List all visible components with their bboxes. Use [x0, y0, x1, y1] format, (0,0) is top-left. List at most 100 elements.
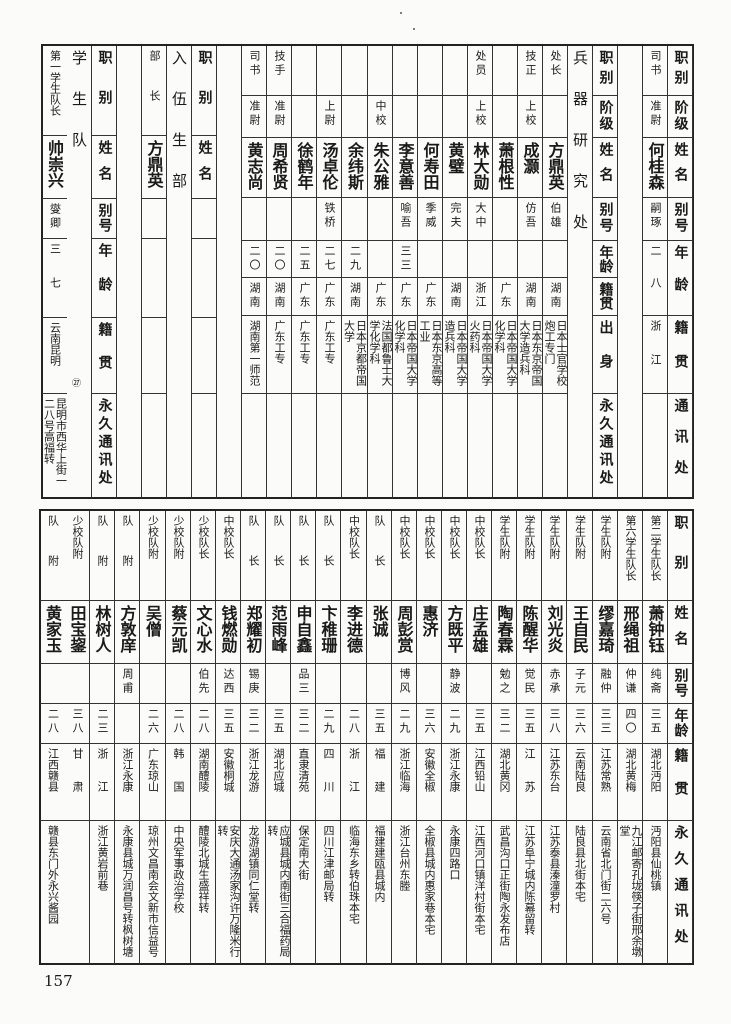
person-record-5: 江西河口镇洋村街本宅 — [473, 825, 486, 935]
person-record-4-cell — [518, 241, 543, 278]
person-record-3: 二九 — [322, 708, 335, 736]
person-record-7-cell — [418, 394, 443, 498]
person-record-0-cell: 学生队附 — [492, 511, 517, 601]
person-record-4-cell: 江西赣县 — [40, 744, 65, 821]
person-record-5-cell: 九江邮寄孔垅筷子街邢余墩堂 — [618, 821, 643, 964]
header-5: 籍贯 — [597, 282, 614, 310]
header-5-cell: 永久通讯处 — [92, 394, 117, 498]
person-record-3: 季威 — [424, 202, 437, 230]
person-record-4-cell — [368, 241, 393, 278]
person-record-column: 中校队长 惠济 三六 安徽全椒 全椒县城内惠家巷本宅 — [417, 511, 442, 964]
blank-spacer-0-cell — [117, 46, 142, 498]
blank-spacer-column — [117, 46, 142, 498]
person-record-0: 学生队附 — [573, 515, 587, 559]
person-record-2-cell: 朱公雅 — [368, 138, 393, 198]
person-record-column: 第一学生队长 帅崇兴 燮卿 三七 云南昆明 昆明市西华上街一二八号高福转 — [42, 46, 67, 498]
person-record-3-cell: 三二 — [492, 704, 517, 744]
header-0-cell: 职别 — [593, 46, 618, 96]
person-record-1-cell: 郑耀初 — [241, 601, 266, 664]
person-record-1: 方敦庠 — [117, 605, 137, 653]
header-1-cell: 阶级 — [593, 96, 618, 138]
person-record-2-cell: 静波 — [442, 664, 467, 704]
person-record-0: 队长 — [272, 515, 285, 595]
person-record-4-cell: 福建 — [367, 744, 392, 821]
person-record-0: 第二学生队长 — [649, 515, 662, 581]
person-record-column: 司书 准尉 何桂森 嗣琢 二八 浙江 — [643, 46, 668, 498]
person-record-5: 湖南 — [273, 282, 286, 310]
person-record-3: 大中 — [474, 202, 487, 230]
person-record-0-cell: 中校队长 — [392, 511, 417, 601]
scan-speck — [413, 28, 415, 30]
person-record-1-cell: 中校 — [368, 96, 393, 138]
person-record-4: 浙江临海 — [398, 748, 411, 792]
person-record-0-cell: 少校队附 — [65, 511, 90, 601]
person-record-3: 三五 — [523, 708, 536, 736]
person-record-0: 少校队附 — [71, 515, 84, 559]
person-record-4-cell: 浙江临海 — [392, 744, 417, 821]
header-0: 职别 — [597, 50, 614, 90]
header-1-cell: 阶级 — [668, 96, 693, 138]
person-record-2: 燮卿 — [48, 203, 62, 231]
person-record-5: 永康四路口 — [448, 825, 461, 880]
person-record-3: 二八 — [197, 708, 210, 736]
person-record-column: 学生队附 陈醒华 觉民 三五 江苏 江苏阜宁城内陈幕留转 — [517, 511, 542, 964]
person-record-5: 广东 — [374, 282, 387, 310]
person-record-1: 上校 — [524, 100, 537, 128]
person-record-7-cell — [443, 394, 468, 498]
person-record-5-cell — [65, 821, 90, 964]
person-record-4-cell — [443, 241, 468, 278]
person-record-0-cell — [393, 46, 418, 96]
person-record-4: 湖北沔阳 — [649, 748, 662, 792]
header-column: 职别 阶级 姓名 别号 年龄 籍贯 通讯处 — [668, 46, 693, 498]
person-record-5: 四川江津邮局转 — [322, 825, 335, 902]
person-record-4: 二〇 — [273, 245, 286, 273]
person-record-5-cell: 浙江黄岩前巷 — [90, 821, 115, 964]
person-record-2: 勉之 — [498, 668, 511, 696]
person-record-1: 中校 — [374, 100, 387, 128]
person-record-5: 湖南 — [348, 282, 362, 310]
person-record-3: 二八 — [46, 708, 60, 736]
person-record-5-cell: 保定南大街 — [291, 821, 316, 964]
person-record-column: 第六学生队长 邢绳祖 仲谦 四〇 湖北黄梅 九江邮寄孔垅筷子街邢余墩堂 — [618, 511, 643, 964]
header-4-cell: 年龄 — [593, 241, 618, 278]
person-record-4-cell: 四川 — [316, 744, 341, 821]
person-record-4: 江苏 — [523, 748, 536, 814]
person-record-4-cell — [142, 318, 167, 394]
person-record-column: 少校队附 吴僧 二六 广东琼山 琼州文昌南会文新市信益号 — [140, 511, 166, 964]
blank-spacer-column — [217, 46, 242, 498]
person-record-column: 队长 卞稚珊 二九 四川 四川江津邮局转 — [316, 511, 341, 964]
person-record-5: 应城县城内南街三合福药局转 — [266, 825, 291, 957]
person-record-2: 黄璧 — [445, 142, 465, 174]
person-record-2: 何桂森 — [645, 142, 665, 190]
person-record-2-cell: 成灏 — [518, 138, 543, 198]
person-record-5: 永康县城万润昌号转枫树塘 — [121, 825, 134, 957]
person-record-5-cell: 湖南 — [242, 278, 267, 316]
person-record-column: 少校队长 文心水 伯先 二八 湖南醴陵 醴陵北城生盛祥转 — [191, 511, 216, 964]
person-record-4-cell: 安徽全椒 — [417, 744, 442, 821]
person-record-4-cell: 二八 — [643, 241, 668, 316]
person-record-1-cell: 周彭赏 — [392, 601, 417, 664]
person-record-3-cell: 三八 — [65, 704, 90, 744]
person-record-6: 日本士官学校炮工专门 — [543, 320, 568, 386]
person-record-2-cell: 子元 — [567, 664, 593, 704]
person-record-7-cell — [518, 394, 543, 498]
person-record-1: 吴僧 — [143, 605, 162, 637]
header-column: 职别 姓名 别号 年龄 籍贯 永久通讯处 — [668, 511, 693, 964]
person-record-3: 完夫 — [449, 202, 462, 230]
person-record-4-cell: 二五 — [292, 241, 317, 278]
person-record-4: 湖北应城 — [272, 748, 285, 792]
person-record-5-cell: 永康县城万润昌号转枫树塘 — [115, 821, 140, 964]
person-record-4-cell: 甘肃 — [65, 744, 90, 821]
person-record-4: 江苏常熟 — [599, 748, 612, 792]
person-record-3-cell: 嗣琢 — [643, 198, 668, 241]
person-record-3-cell: 大中 — [468, 198, 493, 241]
person-record-5: 湖南 — [549, 282, 562, 310]
person-record-4: 浙江龙游 — [247, 748, 260, 792]
person-record-5-cell: 应城县城内南街三合福药局转 — [266, 821, 291, 964]
header-0-cell: 职别 — [668, 46, 693, 96]
header-3: 别号 — [597, 202, 614, 234]
person-record-1-cell: 吴僧 — [140, 601, 166, 664]
person-record-1: 田宝鋆 — [67, 605, 87, 653]
person-record-0: 司书 — [649, 50, 662, 78]
person-record-6-cell: 日本东京高等工业 — [418, 316, 443, 394]
